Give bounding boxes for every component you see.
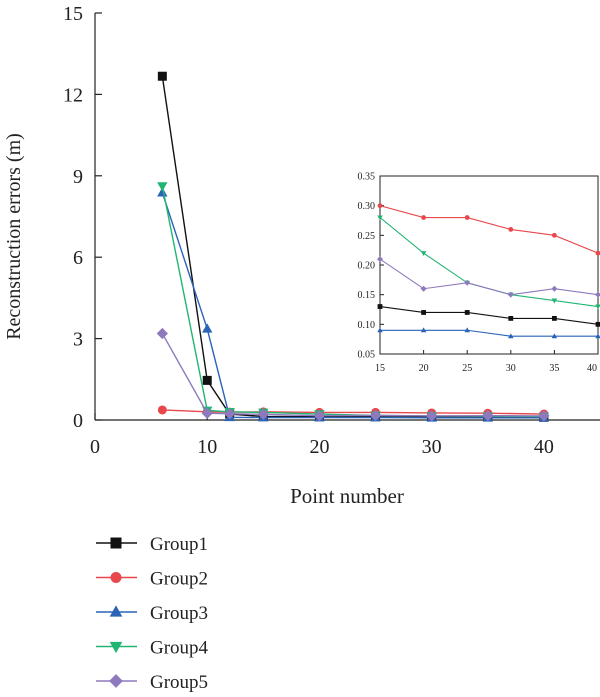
- inset-x-tick-label: 20: [419, 363, 429, 374]
- data-point-group5: [156, 327, 168, 340]
- legend-label-group2: Group2: [150, 569, 208, 590]
- inset-data-point-group3: [464, 327, 470, 333]
- data-point-group5: [369, 409, 382, 422]
- inset-y-tick-label: 0.35: [358, 172, 376, 183]
- data-point-group5: [313, 410, 326, 422]
- data-point-group5: [426, 410, 438, 422]
- inset-data-point-group5: [507, 291, 514, 298]
- data-point-group5: [224, 408, 236, 420]
- y-tick-label: 3: [73, 329, 83, 351]
- inset-plot: 0.05 0.10 0.15 0.20 0.25 0.30 0.35 15 20 25 30 35 40: [358, 172, 600, 374]
- inset-series-line-group2: [379, 205, 599, 254]
- inset-x-tick-label: 25: [462, 363, 472, 374]
- inset-data-point-group2: [464, 215, 470, 220]
- inset-data-point-group5: [595, 291, 600, 298]
- data-point-group5: [482, 410, 494, 422]
- inset-data-point-group1: [421, 310, 426, 315]
- inset-frame: [379, 175, 599, 355]
- y-tick-label: 9: [73, 166, 83, 188]
- x-axis-title: Point number: [290, 484, 404, 508]
- inset-data-point-group4: [377, 215, 383, 221]
- inset-data-point-group3: [595, 333, 600, 339]
- inset-data-point-group3: [420, 327, 427, 333]
- inset-data-point-group1: [464, 310, 470, 315]
- inset-series-line-group5: [379, 258, 599, 296]
- inset-y-tick-label: 0.30: [358, 201, 376, 212]
- data-point-group5: [257, 408, 269, 420]
- y-tick-label: 0: [73, 410, 83, 432]
- inset-data-point-group5: [551, 285, 558, 292]
- data-point-group3: [157, 187, 168, 197]
- inset-x-tick-label: 35: [549, 363, 559, 374]
- data-point-group1: [157, 71, 167, 81]
- inset-x-tick-label: 30: [506, 363, 516, 374]
- inset-data-point-group4: [595, 304, 600, 310]
- inset-data-point-group1: [552, 316, 557, 321]
- inset-data-point-group5: [420, 285, 427, 292]
- inset-x-tick-label: 15: [375, 363, 385, 374]
- inset-data-point-group5: [464, 279, 471, 286]
- inset-y-tick-label: 0.05: [358, 350, 376, 361]
- inset-y-tick-label: 0.15: [358, 290, 376, 301]
- y-axis-title: Reconstruction errors (m): [3, 133, 25, 340]
- legend-marker-group2: [110, 572, 122, 583]
- x-tick-label: 10: [197, 436, 217, 458]
- y-tick-label: 6: [73, 247, 83, 269]
- inset-data-point-group1: [377, 304, 383, 309]
- data-point-group4: [157, 182, 168, 192]
- x-tick-label: 20: [309, 436, 329, 458]
- legend-label-group4: Group4: [150, 638, 209, 659]
- inset-data-point-group2: [377, 203, 383, 209]
- inset-data-point-group4: [551, 298, 558, 304]
- inset-data-point-group1: [595, 321, 600, 327]
- inset-data-point-group5: [377, 256, 383, 263]
- inset-y-tick-label: 0.20: [358, 261, 376, 272]
- inset-series-line-group3: [380, 329, 598, 337]
- legend-marker-group3: [109, 605, 123, 617]
- inset-data-point-group1: [508, 316, 514, 321]
- data-point-group5: [201, 407, 213, 419]
- y-tick-label: 12: [63, 84, 83, 106]
- legend-marker-group1: [110, 537, 122, 549]
- inset-data-point-group3: [551, 333, 558, 339]
- legend-label-group5: Group5: [150, 672, 208, 693]
- legend: Group1 Group2 Group3 Group4 Group5: [96, 534, 209, 693]
- data-point-group5: [538, 410, 550, 422]
- inset-data-point-group3: [377, 327, 383, 333]
- inset-series-line-group1: [379, 305, 599, 325]
- inset-x-tick-label: 40: [587, 363, 597, 374]
- legend-label-group3: Group3: [150, 603, 208, 624]
- y-tick-label: 15: [63, 3, 83, 25]
- inset-y-tick-label: 0.10: [358, 320, 376, 331]
- data-point-group1: [202, 375, 212, 385]
- legend-label-group1: Group1: [150, 534, 208, 555]
- inset-data-point-group2: [552, 232, 557, 238]
- x-tick-label: 30: [422, 436, 442, 458]
- legend-marker-group4: [109, 641, 123, 654]
- legend-marker-group5: [109, 674, 123, 688]
- x-tick-label: 0: [90, 436, 100, 458]
- x-tick-label: 40: [534, 436, 554, 458]
- inset-data-point-group3: [508, 333, 514, 339]
- data-point-group3: [202, 323, 213, 333]
- inset-data-point-group2: [421, 215, 426, 220]
- inset-data-point-group2: [595, 250, 600, 256]
- data-point-group2: [157, 405, 167, 415]
- inset-y-tick-label: 0.25: [358, 231, 376, 242]
- inset-data-point-group4: [420, 251, 427, 257]
- inset-data-point-group2: [508, 227, 514, 232]
- main-plot: 0 3 6 9 12 15 0 10 20 30 40 Point number Reconstruct…: [3, 3, 600, 508]
